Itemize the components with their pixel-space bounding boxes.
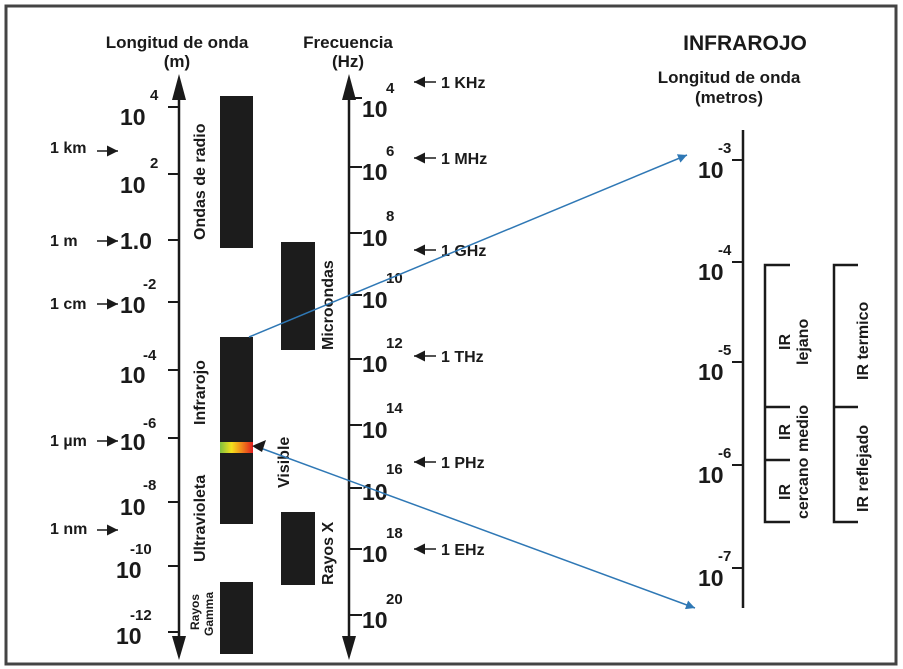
right-tick-exponent: 8 xyxy=(386,208,394,225)
right-unit-marker: 1 GHz xyxy=(441,243,486,260)
left-axis-arrow-down xyxy=(172,636,186,660)
left-tick-label: 1.0 xyxy=(120,228,152,254)
ir-thermal-label: IR termico xyxy=(855,302,872,380)
left-tick-label: 10 xyxy=(120,429,146,455)
left-tick-exponent: -4 xyxy=(143,347,157,364)
left-tick-exponent: -10 xyxy=(130,541,152,558)
right-axis-arrow-up xyxy=(342,74,356,100)
right-tick-label: 10 xyxy=(362,607,388,633)
left-tick-exponent: 2 xyxy=(150,155,158,172)
infrared-tick-label: 10 xyxy=(698,157,724,183)
zoom-arrow-lower xyxy=(254,445,696,610)
infrared-panel-subtitle: Longitud de onda xyxy=(658,68,801,87)
ir-mid-label: medio xyxy=(795,405,812,452)
left-tick-label: 10 xyxy=(120,172,146,198)
band-label-gamma: Rayos xyxy=(188,594,202,630)
band-gamma xyxy=(220,582,253,654)
right-tick-exponent: 16 xyxy=(386,461,403,478)
band-microwave xyxy=(281,242,315,350)
band-label-ultraviolet: Ultravioleta xyxy=(192,475,209,562)
ir-reflected-label: IR reflejado xyxy=(855,425,872,512)
right-unit-marker: 1 KHz xyxy=(441,75,485,92)
right-tick-label: 10 xyxy=(362,417,388,443)
infrared-tick-label: 10 xyxy=(698,259,724,285)
band-label-visible: Visible xyxy=(276,437,293,488)
left-axis-ticks xyxy=(168,106,179,633)
left-unit-marker: 1 µm xyxy=(50,433,87,450)
left-unit-marker: 1 km xyxy=(50,140,86,157)
right-axis-unit: (Hz) xyxy=(332,52,364,71)
ir-far-label: lejano xyxy=(795,319,812,365)
band-label-infrared: Infrarojo xyxy=(192,360,209,425)
left-tick-label: 10 xyxy=(120,104,146,130)
left-tick-exponent: -6 xyxy=(143,415,156,432)
right-axis-arrow-down xyxy=(342,636,356,660)
band-visible xyxy=(220,442,253,453)
infrared-axis-ticks xyxy=(732,159,743,569)
visible-pointer xyxy=(252,440,266,452)
left-tick-label: 10 xyxy=(120,494,146,520)
right-tick-exponent: 18 xyxy=(386,525,403,542)
right-tick-label: 10 xyxy=(362,225,388,251)
infrared-tick-label: 10 xyxy=(698,359,724,385)
right-tick-label: 10 xyxy=(362,96,388,122)
left-axis-unit: (m) xyxy=(164,52,190,71)
ir-far-label: IR xyxy=(777,334,794,350)
infrared-tick-exponent: -4 xyxy=(718,242,732,259)
left-axis-arrow-up xyxy=(172,74,186,100)
right-tick-exponent: 6 xyxy=(386,143,394,160)
band-infrared-ultraviolet xyxy=(220,337,253,524)
zoom-arrow-upper xyxy=(248,154,688,338)
right-tick-label: 10 xyxy=(362,159,388,185)
left-tick-exponent: -2 xyxy=(143,276,156,293)
band-label-gamma: Gamma xyxy=(202,592,216,636)
right-tick-label: 10 xyxy=(362,479,388,505)
left-axis-title: Longitud de onda xyxy=(106,33,249,52)
ir-near-label: cercano xyxy=(795,457,812,519)
band-label-radio: Ondas de radio xyxy=(192,123,209,240)
infrared-tick-exponent: -6 xyxy=(718,445,731,462)
infrared-panel-title: INFRAROJO xyxy=(683,32,807,55)
left-tick-label: 10 xyxy=(116,623,142,649)
left-tick-label: 10 xyxy=(116,557,142,583)
infrared-tick-exponent: -3 xyxy=(718,140,731,157)
right-tick-label: 10 xyxy=(362,541,388,567)
infrared-tick-label: 10 xyxy=(698,565,724,591)
infrared-tick-exponent: -7 xyxy=(718,548,731,565)
infrared-tick-label: 10 xyxy=(698,462,724,488)
band-radio xyxy=(220,96,253,248)
right-tick-exponent: 4 xyxy=(386,80,395,97)
left-unit-marker: 1 nm xyxy=(50,521,87,538)
left-tick-exponent: -12 xyxy=(130,607,152,624)
right-tick-label: 10 xyxy=(362,351,388,377)
left-tick-exponent: 4 xyxy=(150,87,159,104)
left-tick-label: 10 xyxy=(120,362,146,388)
right-tick-exponent: 20 xyxy=(386,591,403,608)
diagram-frame xyxy=(4,4,898,666)
left-tick-exponent: -8 xyxy=(143,477,156,494)
right-unit-marker: 1 MHz xyxy=(441,151,487,168)
ir-near-label: IR xyxy=(777,484,794,500)
ir-mid-label: IR xyxy=(777,424,794,440)
ir-region-brackets xyxy=(763,263,858,524)
right-tick-exponent: 14 xyxy=(386,400,403,417)
infrared-tick-exponent: -5 xyxy=(718,342,731,359)
right-tick-exponent: 12 xyxy=(386,335,403,352)
right-axis-ticks xyxy=(349,97,362,616)
right-tick-label: 10 xyxy=(362,287,388,313)
right-unit-marker: 1 EHz xyxy=(441,542,485,559)
left-unit-marker: 1 m xyxy=(50,233,78,250)
band-label-xray: Rayos X xyxy=(320,522,337,585)
band-label-microwave: Microondas xyxy=(320,260,337,350)
right-unit-marker: 1 PHz xyxy=(441,455,485,472)
band-xray xyxy=(281,512,315,585)
left-unit-marker: 1 cm xyxy=(50,296,86,313)
right-unit-marker: 1 THz xyxy=(441,349,484,366)
left-tick-label: 10 xyxy=(120,292,146,318)
infrared-panel-unit: (metros) xyxy=(695,88,763,107)
right-axis-title: Frecuencia xyxy=(303,33,393,52)
